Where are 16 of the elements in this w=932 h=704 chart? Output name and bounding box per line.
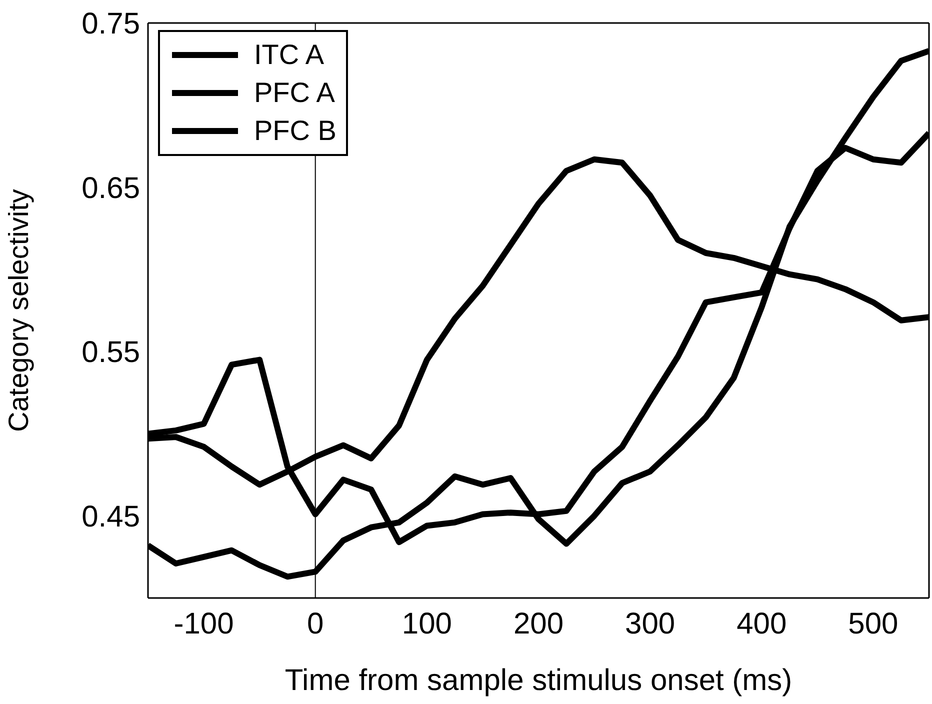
- y-tick-label: 0.55: [82, 336, 140, 370]
- x-tick-label: 0: [307, 607, 324, 640]
- legend-label: PFC A: [254, 77, 335, 109]
- y-axis-title: Category selectivity: [2, 189, 34, 432]
- y-tick-label: 0.65: [82, 172, 140, 205]
- x-tick-label: 500: [848, 607, 898, 640]
- x-tick-label: -100: [174, 607, 234, 640]
- x-tick-label: 100: [402, 607, 452, 640]
- x-tick-label: 300: [625, 607, 676, 640]
- x-tick-label: 400: [736, 607, 787, 640]
- y-tick-label: 0.75: [82, 8, 140, 41]
- x-axis-title: Time from sample stimulus onset (ms): [284, 664, 792, 697]
- legend-label: PFC B: [254, 115, 336, 147]
- y-tick-label: 0.45: [82, 500, 140, 534]
- legend-label: ITC A: [254, 39, 324, 71]
- x-tick-label: 200: [513, 607, 564, 640]
